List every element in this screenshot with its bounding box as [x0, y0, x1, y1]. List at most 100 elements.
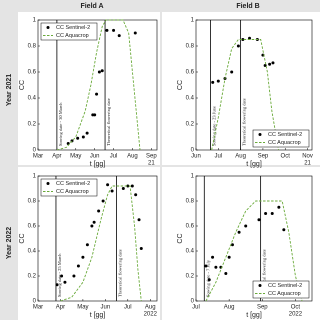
data-point	[81, 255, 85, 259]
y-tick-label: 1	[191, 18, 195, 24]
y-tick-label: 0	[191, 299, 195, 305]
event-label: Theoretical flowering date	[262, 249, 267, 297]
x-tick-label: Jun	[90, 154, 100, 160]
data-point	[236, 44, 240, 48]
y-axis-label: CC	[19, 233, 26, 243]
x-tick-label: Aug	[127, 154, 138, 160]
data-point	[100, 69, 104, 73]
data-point	[230, 243, 234, 247]
legend-marker	[258, 284, 262, 287]
data-point	[133, 31, 137, 35]
data-point	[224, 272, 228, 275]
data-point	[241, 38, 245, 41]
data-point	[110, 189, 114, 193]
x-tick-label: Aug	[145, 305, 156, 311]
data-point	[76, 264, 80, 268]
plot-area	[195, 175, 313, 302]
data-point	[248, 36, 252, 40]
x-axis-label: t [gg]	[90, 161, 106, 168]
data-point	[211, 255, 215, 259]
x-tick-label: Oct	[281, 154, 291, 160]
x-tick-label: Mar	[33, 154, 43, 160]
legend-label: CC Sentinel-2	[268, 132, 302, 138]
y-tick-label: 0.6	[186, 224, 195, 230]
y-tick-label: 0.8	[186, 199, 195, 205]
row-header: Year 2022	[6, 227, 13, 259]
y-axis-label: CC	[177, 80, 184, 90]
x-axis-label: t [gg]	[246, 161, 262, 168]
x-tick-label: Aug	[235, 154, 246, 160]
x-tick-label: Jun	[101, 305, 111, 311]
data-point	[55, 283, 59, 287]
x-tick-label: Oct	[291, 305, 301, 311]
data-point	[92, 220, 96, 224]
x-tick-label: Sep	[146, 154, 157, 160]
y-tick-label: 0.6	[28, 224, 37, 230]
legend-box	[40, 22, 98, 41]
data-point	[126, 184, 130, 188]
event-label: Theoretical flowering date	[106, 98, 111, 146]
x-tick-label: Jul	[214, 154, 222, 160]
data-point	[244, 224, 248, 228]
y-tick-label: 0.8	[28, 199, 37, 205]
legend-marker	[46, 26, 50, 29]
data-point	[105, 28, 109, 32]
data-point	[106, 183, 110, 187]
y-tick-label: 0.8	[186, 44, 195, 50]
event-label: Sowing date - 30 March	[58, 102, 63, 146]
plot-area	[37, 175, 158, 302]
event-label: Theoretical flowering date	[118, 249, 123, 297]
data-point	[60, 274, 64, 278]
legend-label: CC Aquacrop	[56, 33, 89, 39]
data-point	[76, 136, 80, 140]
y-tick-label: 0.6	[28, 70, 37, 76]
y-tick-label: 1	[33, 18, 37, 24]
data-point	[95, 92, 99, 96]
x-tick-label: Sep	[257, 305, 268, 311]
x-axis-label: t [gg]	[246, 312, 262, 319]
y-tick-label: 0.8	[28, 44, 37, 50]
data-point	[270, 212, 274, 215]
data-point	[121, 187, 125, 190]
event-label: Sowing date - 23 June	[212, 106, 217, 146]
x-tick-label: Apr	[56, 305, 65, 311]
data-point	[277, 205, 281, 209]
data-point	[93, 113, 97, 117]
data-point	[137, 218, 141, 222]
x-year-label: 2022	[289, 312, 303, 318]
data-point	[207, 278, 211, 282]
x-tick-label: Mar	[33, 305, 43, 311]
data-point	[90, 224, 94, 228]
event-label: Theoretical flowering date	[242, 98, 247, 146]
y-tick-label: 0	[33, 299, 37, 305]
data-point	[112, 28, 116, 32]
data-point	[257, 218, 261, 222]
data-point	[85, 131, 89, 135]
x-tick-label: Jul	[192, 305, 200, 311]
data-point	[282, 228, 286, 232]
legend-marker	[258, 133, 262, 136]
y-tick-label: 1	[191, 174, 195, 180]
data-point	[268, 62, 272, 66]
plot-area	[195, 19, 313, 151]
legend-label: CC Sentinel-2	[56, 181, 90, 187]
x-tick-label: Jun	[191, 154, 201, 160]
data-point	[117, 34, 121, 38]
data-line	[60, 185, 142, 302]
data-point	[237, 230, 241, 234]
data-point	[271, 61, 275, 65]
y-tick-label: 0	[191, 148, 195, 154]
data-point	[101, 199, 105, 203]
y-tick-label: 0.6	[186, 70, 195, 76]
legend-label: CC Sentinel-2	[268, 283, 302, 289]
y-tick-label: 0.2	[28, 274, 37, 280]
data-point	[211, 80, 215, 84]
legend-box	[252, 129, 310, 148]
data-point	[63, 280, 67, 284]
y-tick-label: 0.4	[186, 96, 195, 102]
y-tick-label: 1	[33, 174, 37, 180]
x-year-label: 21	[148, 161, 155, 167]
data-point	[264, 212, 268, 215]
data-point	[204, 264, 208, 268]
x-tick-label: Jul	[110, 154, 118, 160]
